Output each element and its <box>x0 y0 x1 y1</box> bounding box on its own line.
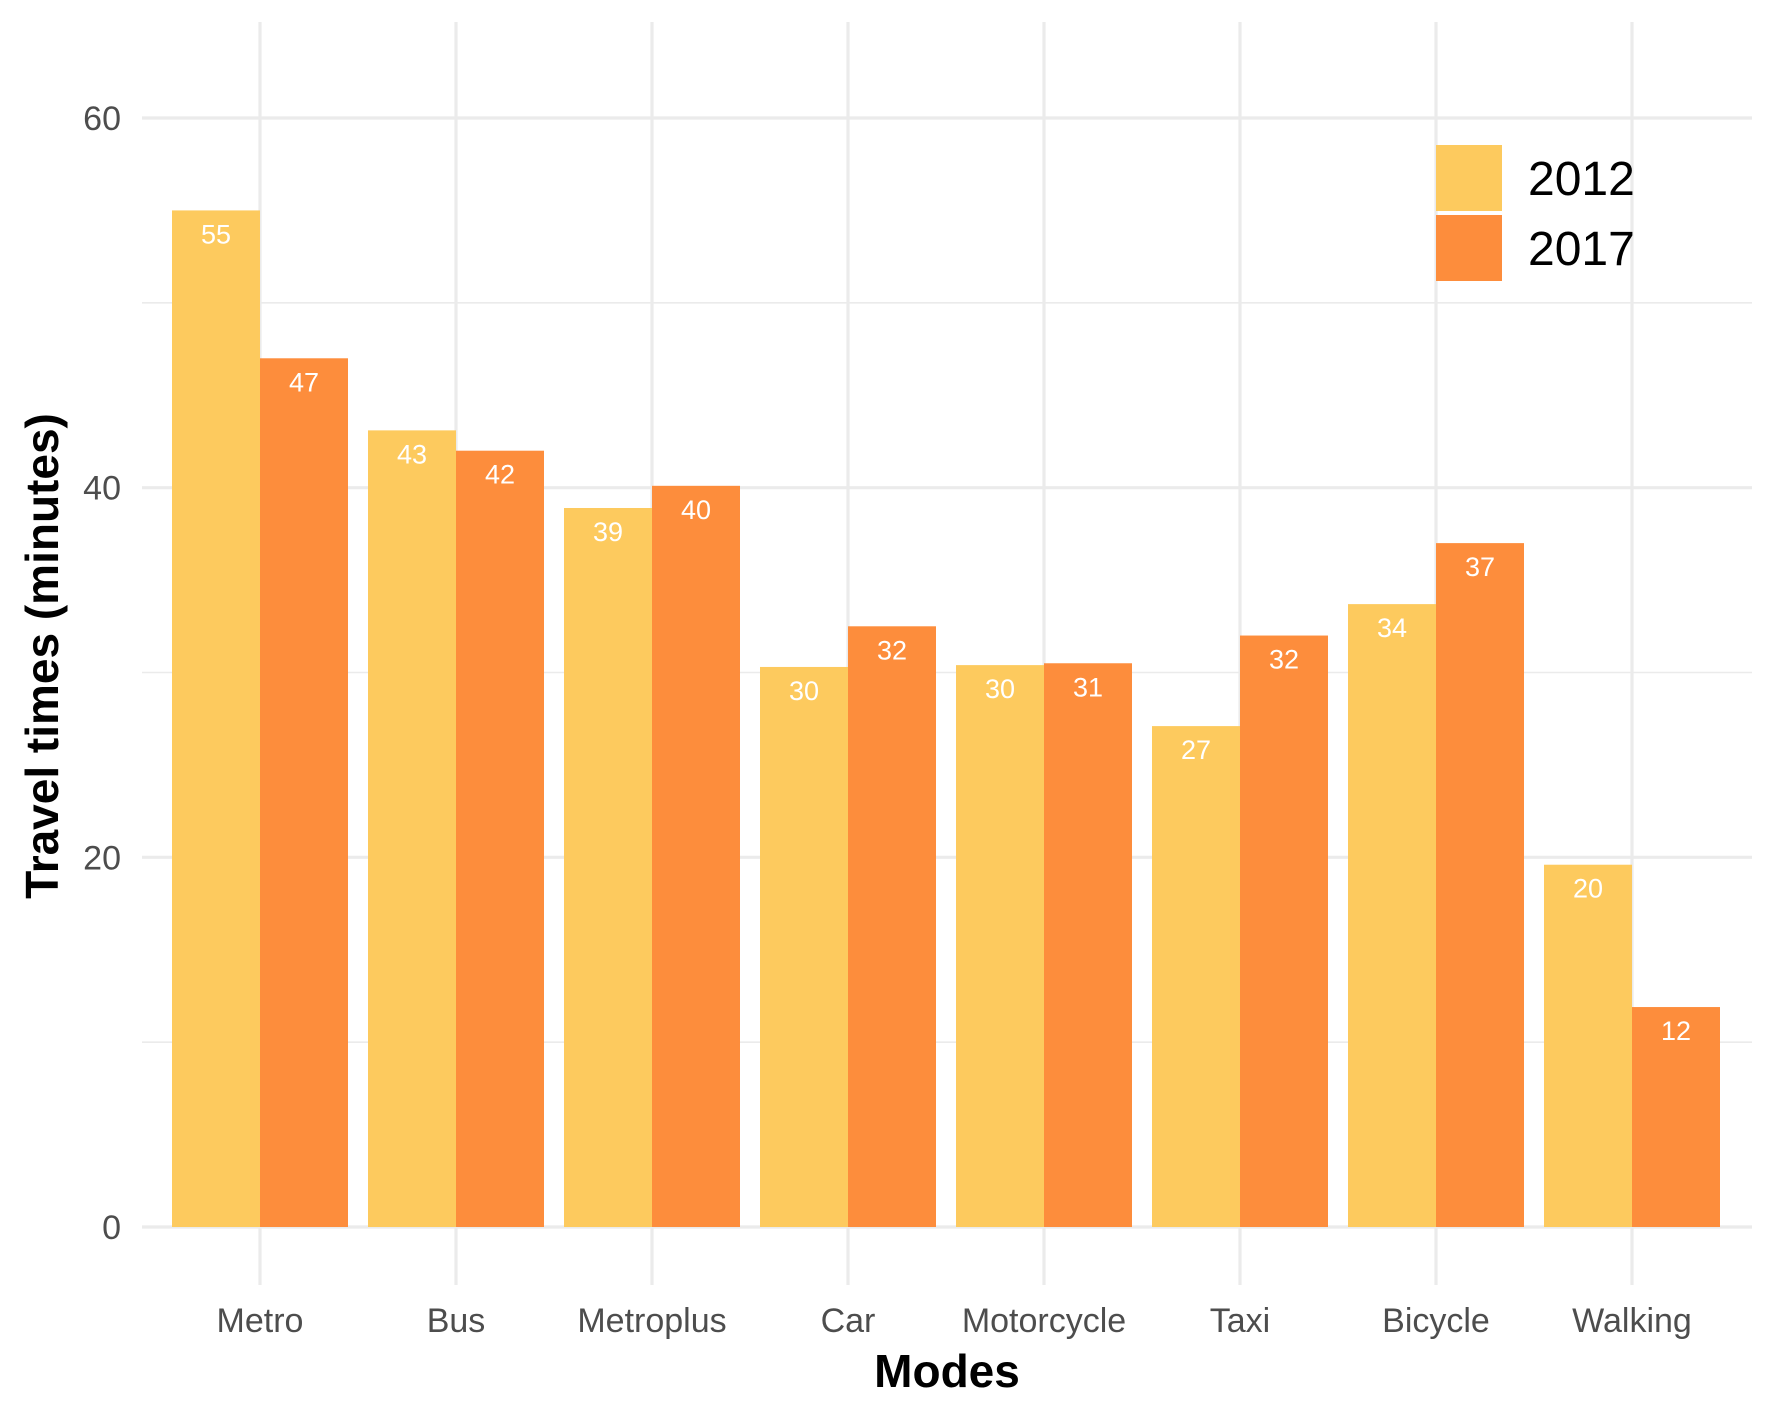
bar-value-label: 32 <box>877 635 907 665</box>
bar-2012-metroplus <box>564 507 652 1228</box>
x-tick-label: Bicycle <box>1382 1302 1490 1340</box>
y-axis-title: Travel times (minutes) <box>16 413 68 899</box>
bar-value-label: 12 <box>1661 1016 1691 1046</box>
bar-value-label: 37 <box>1465 552 1495 582</box>
bar-2012-bicycle <box>1348 604 1436 1227</box>
x-tick-label: Walking <box>1572 1302 1692 1340</box>
bar-value-labels: 55 43 39 30 30 27 34 20 47 42 40 32 31 32 37 12 <box>201 219 1691 1046</box>
y-tick-label: 40 <box>83 470 121 508</box>
bar-2012-motorcycle <box>956 665 1044 1227</box>
bar-value-label: 20 <box>1573 874 1603 904</box>
bar-value-label: 31 <box>1073 672 1103 702</box>
y-tick-label: 0 <box>102 1209 121 1247</box>
legend: 2012 2017 <box>1436 145 1635 281</box>
legend-label: 2017 <box>1528 223 1635 276</box>
bar-2017-metroplus <box>652 485 740 1227</box>
bar-2012-bus <box>368 430 456 1227</box>
y-tick-label: 20 <box>83 839 121 877</box>
legend-swatch-2012 <box>1436 145 1502 211</box>
bar-value-label: 43 <box>397 439 427 469</box>
x-tick-label: Metroplus <box>577 1302 726 1340</box>
bar-2017-metro <box>260 358 348 1227</box>
bar-value-label: 34 <box>1377 613 1407 643</box>
legend-swatch-2017 <box>1436 215 1502 281</box>
bar-2017-motorcycle <box>1044 663 1132 1227</box>
bar-value-label: 32 <box>1269 645 1299 675</box>
bar-value-label: 42 <box>485 460 515 490</box>
x-tick-label: Metro <box>217 1302 304 1340</box>
x-tick-label: Bus <box>427 1302 486 1340</box>
bar-2017-bicycle <box>1436 543 1524 1227</box>
bar-value-label: 40 <box>681 495 711 525</box>
y-tick-label: 60 <box>83 100 121 138</box>
bars <box>172 210 1720 1228</box>
bar-value-label: 30 <box>985 674 1015 704</box>
bar-2017-walking <box>1632 1007 1720 1227</box>
x-axis-title: Modes <box>874 1345 1020 1397</box>
x-axis-tick-labels: Metro Bus Metroplus Car Motorcycle Taxi Bicycl… <box>217 1302 1692 1340</box>
x-tick-label: Car <box>821 1302 876 1340</box>
bar-value-label: 47 <box>289 367 319 397</box>
bar-2017-taxi <box>1240 635 1328 1227</box>
y-axis-tick-labels: 0 20 40 60 <box>83 100 121 1247</box>
bar-2012-walking <box>1544 864 1632 1227</box>
x-tick-label: Motorcycle <box>962 1302 1126 1340</box>
bar-value-label: 27 <box>1181 735 1211 765</box>
bar-2012-car <box>760 666 848 1227</box>
x-tick-label: Taxi <box>1210 1302 1270 1340</box>
bar-value-label: 55 <box>201 219 231 249</box>
bar-2012-metro <box>172 210 260 1227</box>
bar-value-label: 30 <box>789 676 819 706</box>
bar-value-label: 39 <box>593 517 623 547</box>
legend-label: 2012 <box>1528 153 1635 206</box>
bar-2017-bus <box>456 450 544 1227</box>
bar-2017-car <box>848 626 936 1227</box>
bar-2012-taxi <box>1152 726 1240 1227</box>
